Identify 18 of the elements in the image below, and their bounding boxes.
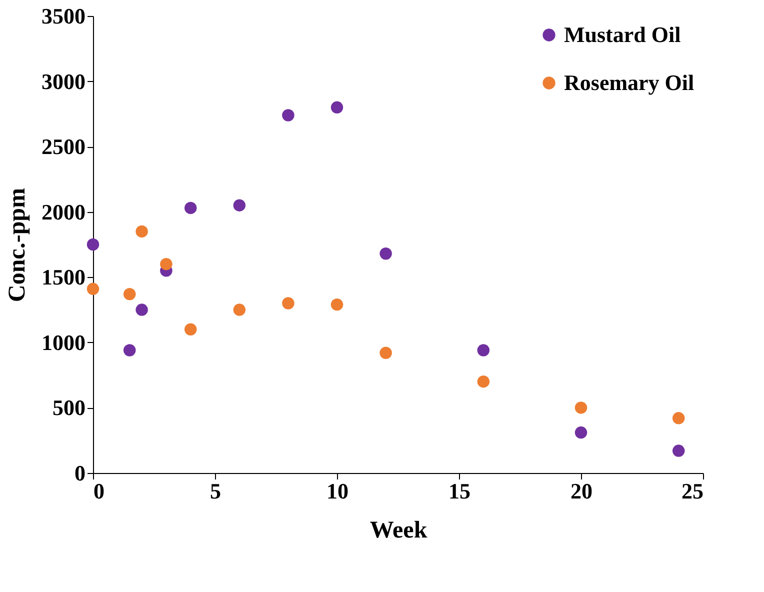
y-axis-title: Conc.-ppm — [4, 188, 30, 302]
y-tick-label: 500 — [52, 395, 86, 420]
x-tick-label: 25 — [682, 478, 704, 504]
legend-label: Rosemary Oil — [564, 70, 694, 95]
x-axis-title: Week — [370, 518, 428, 544]
x-tick-label: 0 — [94, 478, 104, 504]
y-tick-label: 0 — [74, 460, 86, 486]
x-tick-label: 20 — [570, 478, 592, 504]
legend-label: Mustard Oil — [564, 22, 681, 47]
y-tick-label: 2500 — [42, 134, 86, 160]
x-tick-label: 15 — [448, 478, 470, 504]
y-tick-label: 3500 — [42, 4, 86, 28]
y-tick-label: 1500 — [42, 264, 86, 290]
x-tick-label: 10 — [326, 478, 348, 504]
y-tick-label: 1000 — [42, 330, 86, 355]
y-tick-label: 2000 — [42, 199, 86, 224]
y-tick-label: 3000 — [42, 68, 86, 94]
x-tick-label: 5 — [210, 478, 221, 504]
